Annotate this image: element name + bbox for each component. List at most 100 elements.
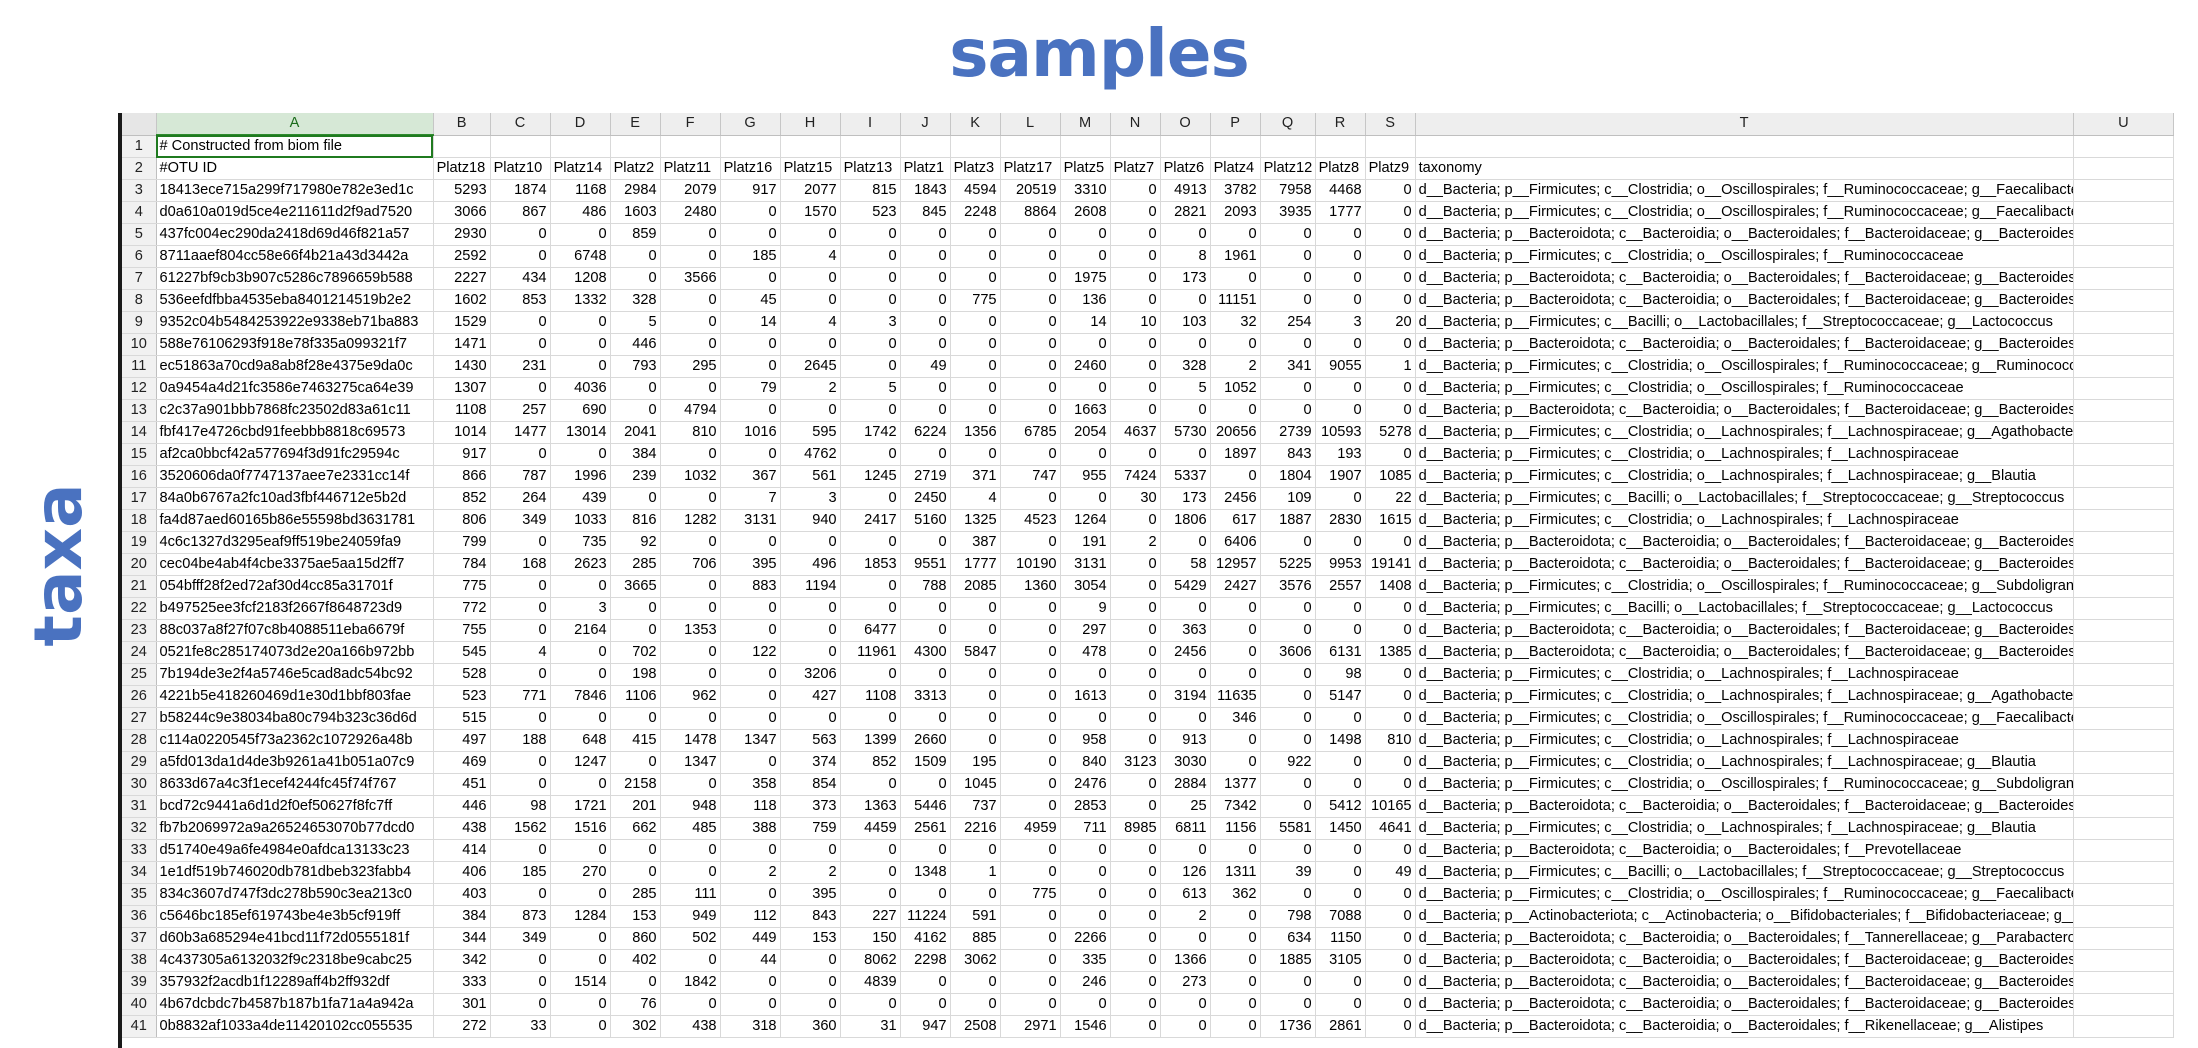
count-cell[interactable]: 1408	[1365, 575, 1416, 598]
count-cell[interactable]: 4	[490, 641, 551, 664]
sample-header[interactable]: Platz9	[1365, 157, 1416, 180]
count-cell[interactable]: 6406	[1210, 531, 1261, 554]
count-cell[interactable]: 3782	[1210, 179, 1261, 202]
count-cell[interactable]: 185	[490, 861, 551, 884]
cell[interactable]	[550, 135, 611, 158]
count-cell[interactable]: 0	[610, 487, 661, 510]
count-cell[interactable]: 815	[840, 179, 901, 202]
count-cell[interactable]: 690	[550, 399, 611, 422]
taxonomy-cell[interactable]: d__Bacteria; p__Bacteroidota; c__Bactero…	[1415, 619, 2074, 642]
count-cell[interactable]: 958	[1060, 729, 1111, 752]
count-cell[interactable]: 173	[1160, 267, 1211, 290]
count-cell[interactable]: 2480	[660, 201, 721, 224]
count-cell[interactable]: 0	[1315, 531, 1366, 554]
count-cell[interactable]: 0	[950, 993, 1001, 1016]
count-cell[interactable]: 0	[950, 377, 1001, 400]
count-cell[interactable]: 367	[720, 465, 781, 488]
count-cell[interactable]: 0	[720, 619, 781, 642]
count-cell[interactable]: 2476	[1060, 773, 1111, 796]
row-header[interactable]: 24	[122, 641, 157, 664]
count-cell[interactable]: 0	[610, 597, 661, 620]
count-cell[interactable]: 0	[1260, 597, 1316, 620]
count-cell[interactable]: 0	[1000, 267, 1061, 290]
count-cell[interactable]: 1347	[720, 729, 781, 752]
otu-id-cell[interactable]: 0a9454a4d21fc3586e7463275ca64e39	[156, 377, 434, 400]
count-cell[interactable]: 201	[610, 795, 661, 818]
count-cell[interactable]: 737	[950, 795, 1001, 818]
count-cell[interactable]: 3576	[1260, 575, 1316, 598]
count-cell[interactable]: 0	[1110, 355, 1161, 378]
taxonomy-cell[interactable]: d__Bacteria; p__Bacteroidota; c__Bactero…	[1415, 971, 2074, 994]
row-header[interactable]: 14	[122, 421, 157, 444]
count-cell[interactable]: 264	[490, 487, 551, 510]
count-cell[interactable]: 1085	[1365, 465, 1416, 488]
count-cell[interactable]: 0	[1365, 201, 1416, 224]
count-cell[interactable]: 395	[720, 553, 781, 576]
count-cell[interactable]: 302	[610, 1015, 661, 1038]
count-cell[interactable]: 5412	[1315, 795, 1366, 818]
count-cell[interactable]: 2623	[550, 553, 611, 576]
taxonomy-cell[interactable]: d__Bacteria; p__Bacteroidota; c__Bactero…	[1415, 949, 2074, 972]
count-cell[interactable]: 0	[660, 311, 721, 334]
count-cell[interactable]: 0	[1365, 707, 1416, 730]
sample-header[interactable]: Platz8	[1315, 157, 1366, 180]
row-header[interactable]: 21	[122, 575, 157, 598]
row-header[interactable]: 4	[122, 201, 157, 224]
count-cell[interactable]: 0	[660, 949, 721, 972]
count-cell[interactable]: 0	[1110, 179, 1161, 202]
cell[interactable]	[2073, 201, 2175, 224]
count-cell[interactable]: 4794	[660, 399, 721, 422]
count-cell[interactable]: 7958	[1260, 179, 1316, 202]
row-header[interactable]: 26	[122, 685, 157, 708]
cell[interactable]	[2073, 1015, 2175, 1038]
cell[interactable]	[433, 135, 491, 158]
count-cell[interactable]: 4641	[1365, 817, 1416, 840]
count-cell[interactable]: 4594	[950, 179, 1001, 202]
count-cell[interactable]: 0	[780, 839, 841, 862]
count-cell[interactable]: 0	[900, 377, 951, 400]
count-cell[interactable]: 0	[720, 597, 781, 620]
count-cell[interactable]: 0	[780, 619, 841, 642]
count-cell[interactable]: 0	[1210, 971, 1261, 994]
count-cell[interactable]: 0	[1210, 927, 1261, 950]
count-cell[interactable]: 1975	[1060, 267, 1111, 290]
count-cell[interactable]: 793	[610, 355, 661, 378]
otu-id-cell[interactable]: 437fc004ec290da2418d69d46f821a57	[156, 223, 434, 246]
column-header-p[interactable]: P	[1210, 113, 1261, 136]
count-cell[interactable]: 0	[1260, 795, 1316, 818]
sample-header[interactable]: Platz5	[1060, 157, 1111, 180]
count-cell[interactable]: 3313	[900, 685, 951, 708]
count-cell[interactable]: 0	[1110, 245, 1161, 268]
count-cell[interactable]: 2821	[1160, 201, 1211, 224]
count-cell[interactable]: 0	[1000, 443, 1061, 466]
count-cell[interactable]: 0	[1260, 531, 1316, 554]
count-cell[interactable]: 0	[1315, 773, 1366, 796]
count-cell[interactable]: 917	[433, 443, 491, 466]
row-header[interactable]: 35	[122, 883, 157, 906]
otu-id-cell[interactable]: 88c037a8f27f07c8b4088511eba6679f	[156, 619, 434, 642]
taxonomy-cell[interactable]: d__Bacteria; p__Firmicutes; c__Clostridi…	[1415, 377, 2074, 400]
taxonomy-cell[interactable]: d__Bacteria; p__Bacteroidota; c__Bactero…	[1415, 1015, 2074, 1038]
count-cell[interactable]: 0	[610, 619, 661, 642]
row-header[interactable]: 1	[122, 135, 157, 158]
taxonomy-cell[interactable]: d__Bacteria; p__Bacteroidota; c__Bactero…	[1415, 399, 2074, 422]
count-cell[interactable]: 33	[490, 1015, 551, 1038]
count-cell[interactable]: 0	[1260, 993, 1316, 1016]
count-cell[interactable]: 449	[720, 927, 781, 950]
otu-id-cell[interactable]: d51740e49a6fe4984e0afdca13133c23	[156, 839, 434, 862]
count-cell[interactable]: 2079	[660, 179, 721, 202]
count-cell[interactable]: 0	[900, 839, 951, 862]
count-cell[interactable]: 109	[1260, 487, 1316, 510]
count-cell[interactable]: 0	[610, 839, 661, 862]
count-cell[interactable]: 0	[1210, 993, 1261, 1016]
count-cell[interactable]: 0	[490, 311, 551, 334]
count-cell[interactable]: 0	[1365, 597, 1416, 620]
cell[interactable]	[2073, 927, 2175, 950]
count-cell[interactable]: 272	[433, 1015, 491, 1038]
count-cell[interactable]: 852	[840, 751, 901, 774]
count-cell[interactable]: 76	[610, 993, 661, 1016]
count-cell[interactable]: 0	[1110, 861, 1161, 884]
count-cell[interactable]: 1471	[433, 333, 491, 356]
count-cell[interactable]: 2	[1160, 905, 1211, 928]
count-cell[interactable]: 318	[720, 1015, 781, 1038]
